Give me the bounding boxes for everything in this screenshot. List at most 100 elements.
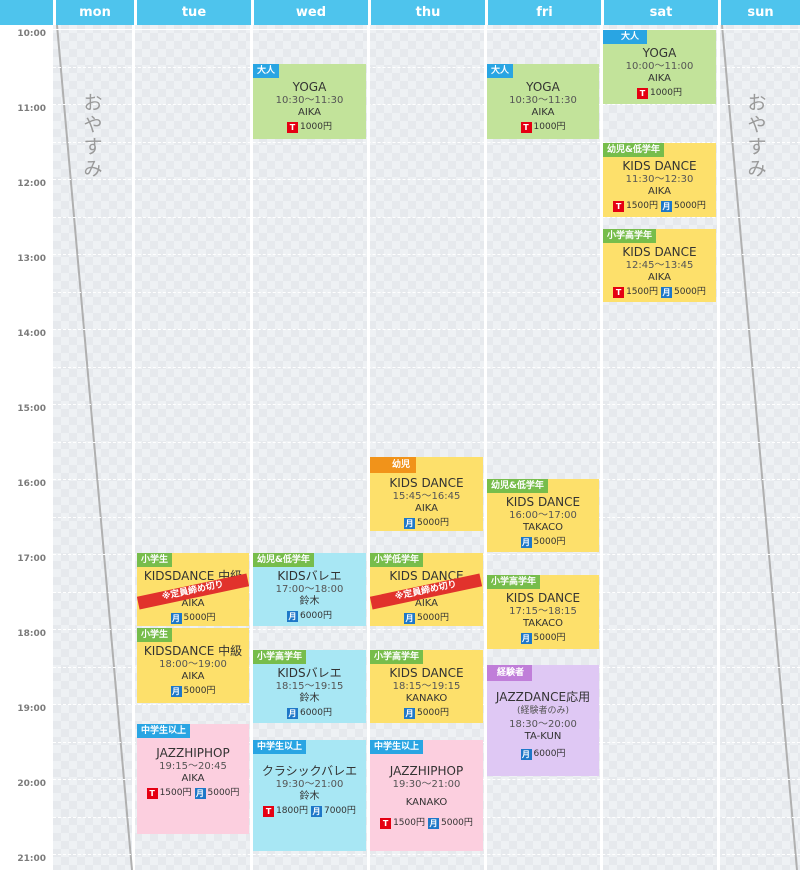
price-amount: 5000 [207,788,231,798]
class-card[interactable]: 大人 YOGA 10:00〜11:00 AIKA T 1000 円 [603,30,716,104]
class-card[interactable]: 中学生以上 JAZZHIPHOP 19:30〜21:00 KANAKO T 150… [370,740,483,851]
class-prices: T 1000 円 [253,121,366,134]
ticket-price: T 1500 円 [613,200,658,213]
class-time: 19:30〜21:00 [392,779,461,790]
column-separator [717,25,720,870]
class-card[interactable]: 経験者 JAZZDANCE応用 (経験者のみ) 18:30〜20:00 TA-K… [487,665,599,776]
class-prices: 月 5000 円 [487,632,599,645]
ticket-price: T 1000 円 [287,121,332,134]
class-prices: T 1500 円 月 5000 円 [370,817,483,830]
class-card[interactable]: 中学生以上 JAZZHIPHOP 19:15〜20:45 AIKA T 1500 円… [137,724,249,834]
class-prices: 月 5000 円 [137,612,249,625]
hour-line-1500 [53,404,800,405]
class-prices: T 1500 円 月 5000 円 [603,286,716,299]
monthly-price: 月 5000 円 [194,787,239,800]
time-label: 18:00 [17,629,46,639]
class-card[interactable]: 幼児&低学年 KIDS DANCE 11:30〜12:30 AIKA T 1500… [603,143,716,217]
hour-line-1330 [53,292,800,293]
class-card[interactable]: 大人 YOGA 10:30〜11:30 AIKA T 1000 円 [487,64,599,139]
class-tag: 経験者 [487,665,533,681]
monthly-badge-icon: 月 [194,788,206,799]
ticket-price: T 1800 円 [263,805,308,818]
class-title: KIDS DANCE [622,159,697,173]
class-title: KIDS DANCE [505,495,581,509]
monthly-price: 月 5000 円 [428,817,473,830]
price-unit: 円 [648,287,658,297]
class-instructor: KANAKO [405,797,448,808]
class-card[interactable]: 幼児&低学年 KIDSバレエ 17:00〜18:00 鈴木 月 6000 円 [253,553,366,626]
class-title: KIDS DANCE [505,591,581,605]
hour-line-1200 [53,179,800,180]
class-tag: 小学生 [137,553,173,567]
price-unit: 円 [206,686,216,696]
class-card[interactable]: 小学高学年 KIDS DANCE 18:15〜19:15 KANAKO 月 500… [370,650,483,723]
day-header-tue: tue [137,0,251,25]
monthly-badge-icon: 月 [520,633,532,644]
class-card[interactable]: 小学高学年 KIDS DANCE 17:15〜18:15 TAKACO 月 500… [487,575,599,649]
hour-line-1800 [53,629,800,630]
class-card[interactable]: 小学低学年 KIDS DANCE AIKA 月 5000 円 ※定員締め切り [370,553,483,626]
price-amount: 6000 [533,749,557,759]
price-unit: 円 [439,613,449,623]
monthly-price: 月 5000 円 [170,612,215,625]
hour-line-1130 [53,142,800,143]
day-column-wed [251,25,368,870]
price-amount: 5000 [417,613,440,623]
monthly-badge-icon: 月 [404,613,416,624]
closed-label-sun: おやすみ [747,92,767,180]
monthly-badge-icon: 月 [287,708,299,719]
class-card[interactable]: 幼児&低学年 KIDS DANCE 16:00〜17:00 TAKACO 月 50… [487,479,599,552]
class-card[interactable]: 大人 YOGA 10:30〜11:30 AIKA T 1000 円 [253,64,366,139]
monthly-badge-icon: 月 [287,611,299,622]
class-time: 16:00〜17:00 [509,510,577,521]
class-time: 18:15〜19:15 [275,681,344,692]
time-label: 21:00 [17,854,46,864]
price-amount: 1000 [300,122,323,132]
class-card[interactable]: 小学生 KIDSDANCE 中級 18:00〜19:00 AIKA 月 5000 円 [137,628,249,703]
class-prices: T 1000 円 [487,121,599,134]
price-unit: 円 [346,806,356,816]
price-amount: 5000 [441,818,464,828]
monthly-price: 月 7000 円 [311,805,356,818]
price-unit: 円 [415,818,425,828]
day-header-thu: thu [371,0,485,25]
day-column-thu [368,25,485,870]
class-tag: 幼児&低学年 [487,479,548,493]
ticket-badge-icon: T [613,201,625,212]
time-label: 11:00 [17,104,46,114]
class-time: 10:30〜11:30 [275,95,344,106]
price-unit: 円 [696,201,706,211]
time-label: 14:00 [17,329,46,339]
class-card[interactable]: 小学生 KIDSDANCE 中級 AIKA 月 5000 円 ※定員締め切り [137,553,249,626]
class-card[interactable]: 幼児 KIDS DANCE 15:45〜16:45 AIKA 月 5000 円 [370,457,483,531]
class-title: YOGA [642,46,677,60]
column-separator [132,25,135,870]
time-label: 13:00 [17,254,46,264]
price-unit: 円 [648,201,658,211]
ticket-price: T 1500 円 [146,787,192,800]
monthly-price: 月 6000 円 [287,707,332,720]
class-title: KIDS DANCE [389,666,464,680]
monthly-price: 月 5000 円 [520,632,565,645]
class-card[interactable]: 小学高学年 KIDSバレエ 18:15〜19:15 鈴木 月 6000 円 [253,650,366,723]
class-time: 18:15〜19:15 [392,681,461,692]
class-card[interactable]: 小学高学年 KIDS DANCE 12:45〜13:45 AIKA T 1500 円… [603,229,716,302]
class-time: 10:00〜11:00 [625,61,694,72]
monthly-badge-icon: 月 [404,708,416,719]
monthly-price: 月 5000 円 [404,517,449,530]
class-time: 18:00〜19:00 [159,659,227,670]
class-title: JAZZDANCE応用 [495,690,591,704]
day-header-sat: sat [604,0,718,25]
class-title: クラシックバレエ [261,764,358,778]
class-instructor: 鈴木 [299,693,320,704]
price-unit: 円 [322,708,332,718]
class-instructor: AIKA [414,503,438,514]
class-instructor: AIKA [414,598,438,609]
class-card[interactable]: 中学生以上 クラシックバレエ 19:30〜21:00 鈴木 T 1800 円 月 70… [253,740,366,851]
time-label: 16:00 [17,479,46,489]
class-instructor: AIKA [181,671,205,682]
class-title: KIDSバレエ [277,569,342,583]
time-label: 12:00 [17,179,46,189]
class-instructor: AIKA [181,598,205,609]
